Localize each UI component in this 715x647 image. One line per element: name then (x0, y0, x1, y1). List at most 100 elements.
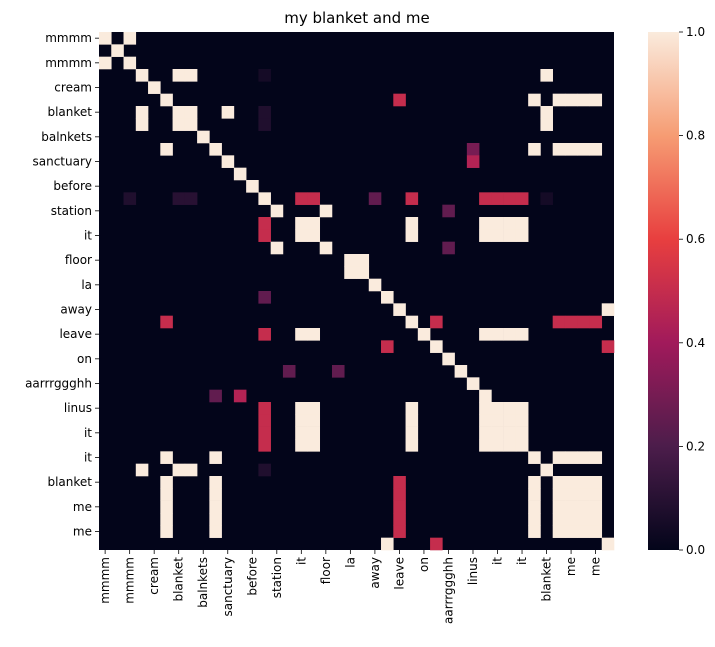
heatmap-cell (577, 513, 590, 526)
heatmap-cell (405, 426, 419, 440)
heatmap-cell (258, 439, 271, 452)
heatmap-cell (479, 328, 492, 341)
heatmap-cell (491, 328, 504, 341)
heatmap-cell (491, 414, 504, 427)
heatmap-cell (589, 93, 603, 107)
y-tick-label: linus (64, 401, 92, 415)
heatmap-cell (307, 229, 321, 242)
heatmap-cell (540, 69, 553, 82)
heatmap-cell (184, 118, 198, 131)
heatmap-cell (99, 56, 112, 70)
heatmap-cell (160, 143, 173, 156)
y-tick-label: me (73, 500, 92, 514)
heatmap-cell (246, 180, 259, 193)
heatmap-cell (552, 315, 566, 329)
x-tick-label: linus (466, 557, 480, 585)
heatmap-cell (479, 426, 492, 440)
x-tick-label: la (343, 557, 357, 568)
heatmap-cell (577, 488, 590, 501)
heatmap-cell (442, 352, 455, 366)
heatmap-cell (307, 402, 321, 415)
heatmap-cell (503, 217, 517, 230)
colorbar-tick-label: 0.2 (686, 439, 705, 453)
y-tick-label: it (84, 451, 92, 465)
heatmap-cell (601, 340, 615, 353)
heatmap-cell (258, 217, 271, 230)
heatmap-cell (123, 192, 137, 205)
heatmap-cell (209, 476, 222, 489)
y-tick-label: away (60, 303, 92, 317)
heatmap-cell (123, 56, 137, 70)
heatmap-cell (552, 451, 566, 464)
heatmap-cell (430, 340, 443, 353)
x-tick-label: me (589, 557, 603, 576)
heatmap-cell (540, 118, 553, 131)
heatmap-cell (258, 328, 271, 341)
heatmap-cell (503, 328, 517, 341)
x-tick-label: on (417, 557, 431, 572)
heatmap-cell (184, 463, 198, 477)
heatmap-cell (258, 426, 271, 440)
x-tick-label: balnkets (196, 557, 210, 608)
heatmap-cell (564, 451, 578, 464)
x-tick-label: it (515, 557, 529, 565)
heatmap-cell (528, 93, 541, 107)
heatmap-cell (491, 439, 504, 452)
x-tick-label: cream (147, 557, 161, 595)
heatmap-cell (135, 106, 149, 119)
heatmap-cell (233, 389, 247, 403)
heatmap-cell (552, 500, 566, 514)
heatmap-cell (528, 525, 541, 538)
heatmap-cell (466, 143, 480, 156)
heatmap-cell (282, 365, 296, 378)
heatmap-cell (491, 402, 504, 415)
y-tick-label: before (53, 179, 92, 193)
heatmap-cell (405, 315, 419, 329)
heatmap-cell (552, 476, 566, 489)
heatmap-cell (564, 500, 578, 514)
heatmap-cell (503, 426, 517, 440)
y-tick-label: mmmm (45, 56, 92, 70)
heatmap-cell (148, 81, 161, 94)
y-tick-label: blanket (47, 105, 92, 119)
heatmap-cell (442, 241, 455, 255)
heatmap-cell (258, 106, 271, 119)
heatmap-cell (258, 291, 271, 304)
heatmap-cell (307, 414, 321, 427)
heatmap-cell (172, 192, 186, 205)
colorbar-tick-label: 1.0 (686, 25, 705, 39)
heatmap-cell (491, 192, 504, 205)
heatmap-cell (270, 241, 284, 255)
heatmap-cell (307, 192, 321, 205)
y-tick-label: it (84, 426, 92, 440)
heatmap-cell (295, 439, 308, 452)
heatmap-cell (258, 192, 271, 205)
y-tick-label: mmmm (45, 31, 92, 45)
heatmap-cell (589, 315, 603, 329)
x-tick-label: before (245, 557, 259, 596)
heatmap-cell (368, 278, 382, 292)
heatmap-cell (368, 192, 382, 205)
heatmap-cell (552, 93, 566, 107)
heatmap-cell (99, 32, 112, 45)
heatmap-cell (160, 488, 173, 501)
heatmap-cell (344, 266, 357, 279)
heatmap-cell (209, 500, 222, 514)
x-axis-ticks: mmmm mmmm cream blanket balnkets sanctuary bef… (98, 550, 603, 624)
heatmap-cell (258, 414, 271, 427)
heatmap-cell (356, 266, 370, 279)
heatmap-cell (417, 328, 431, 341)
heatmap-cell (589, 143, 603, 156)
heatmap-cell (564, 93, 578, 107)
heatmap-cell (295, 402, 308, 415)
y-tick-label: leave (59, 327, 92, 341)
heatmap-cell (295, 414, 308, 427)
y-tick-label: station (51, 204, 92, 218)
heatmap-cell (160, 476, 173, 489)
y-tick-label: me (73, 525, 92, 539)
heatmap-cell (540, 106, 553, 119)
heatmap-cell (135, 118, 149, 131)
heatmap-cell (601, 537, 615, 551)
heatmap-cell (515, 402, 529, 415)
